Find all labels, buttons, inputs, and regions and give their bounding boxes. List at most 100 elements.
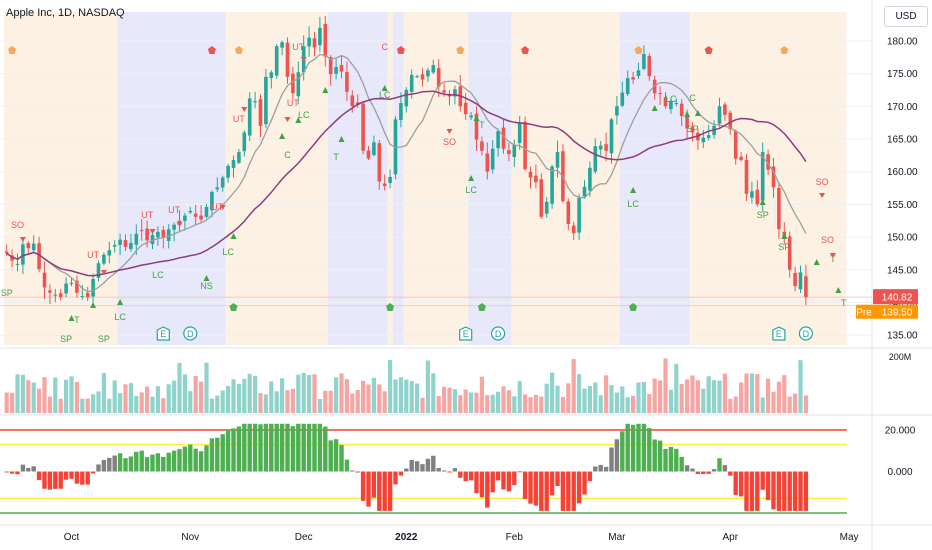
- volume-bar: [204, 362, 209, 413]
- signal-pentagon: [780, 46, 789, 54]
- oscillator-bar: [479, 471, 485, 498]
- oscillator-bar: [409, 459, 414, 472]
- oscillator-bar: [242, 423, 247, 472]
- oscillator-bar: [53, 471, 58, 489]
- buy-triangle: [468, 175, 475, 181]
- oscillator-bar: [711, 469, 717, 472]
- currency-button[interactable]: USD: [884, 6, 928, 27]
- volume-bar: [631, 395, 636, 413]
- buy-triangle: [203, 275, 210, 281]
- candle-body: [118, 239, 122, 245]
- background-band: [689, 12, 847, 345]
- volume-bar: [420, 397, 425, 413]
- volume-bar: [96, 391, 101, 413]
- event-badge-label: D: [495, 329, 502, 339]
- volume-bar: [798, 360, 803, 413]
- sell-triangle: [241, 107, 248, 112]
- volume-bar: [258, 393, 263, 413]
- candle-body: [280, 42, 284, 48]
- oscillator-bar: [123, 458, 128, 472]
- volume-bar: [755, 374, 760, 413]
- candle-body: [647, 55, 652, 77]
- oscillator-bar: [317, 423, 323, 472]
- candle-body: [777, 188, 781, 230]
- candle-body: [642, 53, 646, 69]
- volume-bar: [226, 385, 231, 413]
- signal-label: SP: [1, 288, 13, 298]
- candle-body: [463, 102, 468, 115]
- volume-bar: [744, 373, 749, 413]
- volume-bar: [26, 380, 31, 413]
- volume-bar: [787, 396, 792, 413]
- dividend-badge: [183, 326, 198, 341]
- volume-bar: [663, 358, 668, 413]
- volume-bar: [458, 395, 463, 413]
- time-axis-label: Mar: [608, 532, 626, 543]
- volume-bar: [447, 387, 452, 413]
- oscillator-bar: [198, 451, 204, 472]
- oscillator-bar: [452, 468, 458, 472]
- pre-market-value: 139.50: [882, 307, 913, 318]
- volume-bar: [209, 398, 214, 413]
- oscillator-bar: [182, 446, 188, 472]
- oscillator-bar: [296, 423, 301, 472]
- volume-bar: [517, 381, 522, 413]
- candle-body: [199, 215, 203, 220]
- volume-bar: [74, 381, 79, 413]
- candle-body: [172, 224, 176, 230]
- volume-bar: [231, 379, 236, 413]
- volume-bar: [366, 384, 371, 413]
- oscillator-bar: [803, 471, 809, 511]
- oscillator-bar: [344, 459, 350, 472]
- candle-body: [58, 293, 63, 298]
- volume-bar: [85, 398, 90, 413]
- event-badge-label: E: [776, 329, 782, 339]
- oscillator-bar: [155, 453, 161, 472]
- candle-body: [534, 175, 538, 183]
- buy-triangle: [338, 136, 345, 142]
- oscillator-bar: [593, 466, 598, 472]
- candle-body: [604, 144, 608, 151]
- oscillator-bar: [161, 456, 166, 472]
- background-band: [619, 12, 690, 345]
- volume-bar: [10, 392, 15, 413]
- candle-body: [193, 213, 198, 217]
- volume-bar: [528, 397, 533, 413]
- candle-body: [112, 244, 117, 247]
- oscillator-bar: [792, 471, 798, 511]
- candle-body: [706, 135, 711, 138]
- buy-triangle: [322, 87, 329, 93]
- signal-label: T: [841, 298, 847, 308]
- volume-bar: [242, 378, 247, 413]
- earnings-badge: [156, 326, 170, 341]
- oscillator-bar: [393, 471, 398, 485]
- volume-bar: [150, 396, 155, 413]
- volume-bar: [636, 382, 641, 413]
- signal-pentagon: [229, 303, 238, 311]
- oscillator-bar: [533, 471, 539, 506]
- buy-triangle: [630, 187, 637, 193]
- candle-body: [490, 148, 495, 170]
- volume-bar: [512, 396, 517, 413]
- oscillator-bar: [609, 447, 614, 472]
- candle-body: [161, 229, 166, 238]
- volume-bar: [388, 359, 393, 413]
- volume-bar: [604, 375, 609, 413]
- candle-body: [528, 171, 533, 178]
- oscillator-bar: [760, 471, 765, 490]
- candle-body: [701, 137, 706, 143]
- signal-label: SP: [60, 334, 72, 344]
- oscillator-bar: [555, 471, 560, 487]
- oscillator-bar: [15, 471, 20, 475]
- oscillator-bar: [566, 471, 571, 511]
- buy-triangle: [230, 233, 237, 239]
- candle-body: [361, 103, 365, 151]
- volume-bar: [782, 375, 787, 413]
- signal-label: SP: [98, 334, 110, 344]
- background-band: [392, 12, 404, 345]
- oscillator-bar: [614, 439, 620, 472]
- oscillator-bar: [225, 429, 231, 472]
- volume-bar: [550, 372, 555, 413]
- candle-body: [204, 207, 209, 217]
